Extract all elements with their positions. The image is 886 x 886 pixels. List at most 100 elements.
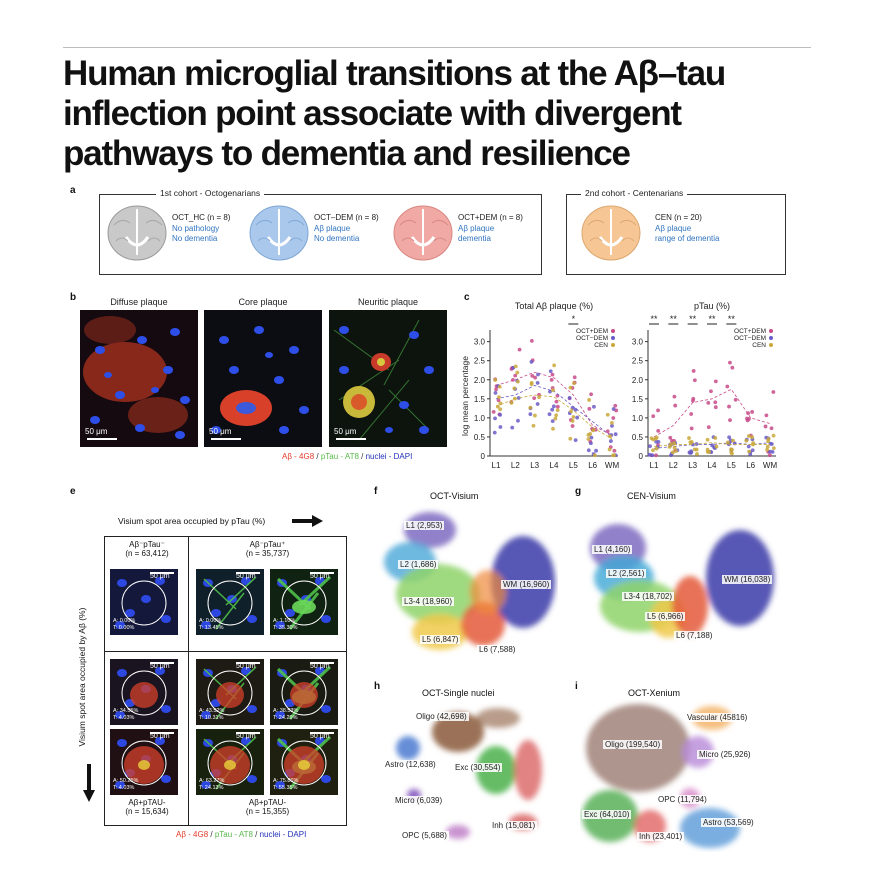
data-point — [528, 412, 533, 417]
data-point — [764, 413, 769, 418]
umap-label: L2 (2,561) — [606, 569, 647, 578]
data-point — [498, 401, 503, 406]
data-point — [608, 439, 613, 443]
data-point — [535, 402, 540, 406]
data-point — [549, 377, 554, 382]
x-tick-label: L1 — [650, 461, 659, 470]
x-tick-label: L1 — [492, 461, 501, 470]
x-tick-label: L5 — [569, 461, 578, 470]
core-plaque-title: Core plaque — [238, 297, 288, 307]
umap-label: WM (16,038) — [722, 575, 773, 584]
data-point — [517, 347, 522, 352]
data-point — [705, 437, 710, 442]
data-point — [672, 394, 677, 399]
visium-spot-image — [110, 729, 178, 795]
umap-label: Oligo (42,698) — [414, 712, 469, 721]
data-point — [713, 436, 718, 440]
data-point — [668, 435, 673, 440]
umap-label: Inh (23,401) — [637, 832, 685, 841]
legend-swatch — [611, 336, 615, 340]
data-point — [729, 447, 734, 452]
data-point — [568, 385, 573, 390]
x-tick-label: L4 — [550, 461, 559, 470]
data-point — [516, 396, 521, 400]
data-point — [592, 404, 596, 409]
data-point — [493, 378, 498, 382]
data-point — [587, 406, 592, 411]
spot-abeta-readout: A: 0.00% — [113, 618, 136, 624]
data-point — [692, 378, 697, 383]
y-tick-label: 1.0 — [632, 414, 644, 423]
data-point — [731, 438, 735, 443]
visium-spot-image — [270, 569, 338, 635]
data-point — [730, 365, 735, 370]
data-point — [771, 390, 776, 394]
significance-marker: ** — [708, 314, 716, 324]
data-point — [555, 404, 560, 409]
data-point — [537, 395, 541, 400]
data-point — [548, 389, 552, 394]
data-point — [727, 435, 732, 440]
y-tick-label: 1.5 — [632, 395, 644, 404]
legend-ptau: pTau - AT8 — [320, 452, 359, 461]
umap-label: L3-4 (18,702) — [622, 592, 675, 601]
chart-title: Total Aβ plaque (%) — [515, 301, 593, 311]
y-tick-label: 2.5 — [632, 357, 644, 366]
data-point — [746, 444, 751, 449]
group-hc-name: OCT_HC (n = 8) — [172, 213, 231, 222]
data-point — [498, 412, 503, 417]
data-point — [550, 419, 555, 424]
data-point — [536, 372, 540, 377]
spot-scale-label: 50 μm — [310, 733, 330, 740]
panel-e-legend: Aβ - 4G8 / pTau - AT8 / nuclei - DAPI — [176, 830, 306, 839]
x-tick-label: L6 — [746, 461, 755, 470]
data-point — [769, 426, 774, 431]
y-tick-label: 2.0 — [474, 376, 486, 385]
cell-pos-pos-header: Aβ+pTAU- (n = 15,355) — [190, 798, 345, 816]
group-octdem-pos-name: OCT+DEM (n = 8) — [458, 213, 523, 222]
diffuse-plaque-title: Diffuse plaque — [110, 297, 168, 307]
legend-label: CEN — [752, 342, 766, 349]
spot-ptau-readout: T: 0.00% — [113, 625, 135, 631]
legend-abeta: Aβ - 4G8 — [176, 830, 209, 839]
data-point — [531, 423, 536, 428]
group-octdem-pos-desc2: dementia — [458, 234, 491, 243]
group-cen-desc1: Aβ plaque — [655, 224, 692, 233]
data-point — [714, 444, 719, 449]
significance-marker: ** — [728, 314, 736, 324]
spot-scale-label: 50 μm — [236, 663, 256, 670]
group-octdem-pos-desc1: Aβ plaque — [458, 224, 495, 233]
spot-abeta-readout: A: 63.27% — [199, 778, 225, 784]
significance-marker: ** — [689, 314, 697, 324]
data-point — [493, 416, 497, 421]
data-point — [533, 375, 538, 380]
micrograph-neuritic — [329, 310, 447, 447]
group-cen-name: CEN (n = 20) — [655, 213, 702, 222]
data-point — [656, 428, 661, 433]
data-point — [651, 414, 656, 419]
legend-label: OCT−DEM — [734, 335, 766, 342]
data-point — [610, 420, 614, 425]
cell-neg-pos-count: (n = 35,737) — [245, 549, 290, 558]
data-point — [513, 373, 518, 378]
panel-i-letter: i — [575, 681, 578, 692]
group-octdem-neg-name: OCT–DEM (n = 8) — [314, 213, 379, 222]
scale-neuritic: 50 μm — [334, 427, 357, 436]
data-point — [567, 396, 572, 400]
data-point — [550, 407, 555, 412]
y-tick-label: 1.0 — [474, 414, 486, 423]
data-point — [706, 425, 711, 430]
data-point — [656, 408, 660, 413]
x-tick-label: L2 — [511, 461, 520, 470]
data-point — [552, 363, 557, 368]
data-point — [610, 423, 614, 428]
data-point — [513, 364, 518, 369]
panel-g-letter: g — [575, 486, 582, 497]
data-point — [612, 448, 617, 453]
quadrant-frame — [104, 536, 347, 826]
data-point — [555, 393, 560, 398]
down-arrow-icon — [83, 764, 95, 802]
visium-spot-image — [110, 659, 178, 725]
umap-label: Exc (30,554) — [453, 763, 503, 772]
visium-spot-image — [110, 569, 178, 635]
